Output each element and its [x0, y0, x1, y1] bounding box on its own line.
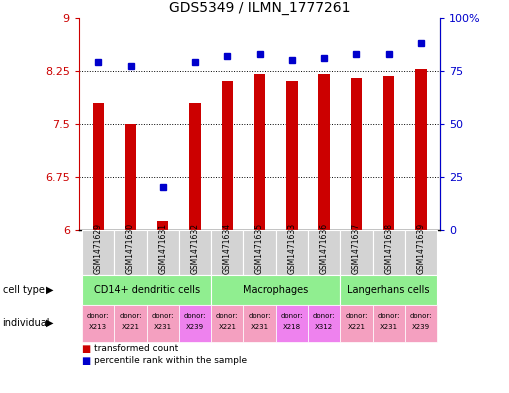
Text: GSM1471636: GSM1471636 [320, 222, 329, 274]
Text: GSM1471629: GSM1471629 [94, 222, 103, 274]
Bar [351, 78, 362, 230]
Bar [319, 74, 330, 230]
Text: individual: individual [3, 318, 50, 328]
Text: donor:: donor: [119, 313, 142, 319]
Text: ▶: ▶ [46, 318, 53, 328]
Title: GDS5349 / ILMN_1777261: GDS5349 / ILMN_1777261 [169, 1, 350, 15]
Text: X213: X213 [89, 324, 107, 330]
Text: donor:: donor: [345, 313, 367, 319]
Text: GSM1471630: GSM1471630 [126, 222, 135, 274]
Bar [189, 103, 201, 230]
Text: CD14+ dendritic cells: CD14+ dendritic cells [94, 285, 200, 295]
Text: X221: X221 [122, 324, 139, 330]
Text: Langerhans cells: Langerhans cells [348, 285, 430, 295]
Text: donor:: donor: [313, 313, 335, 319]
Text: ■: ■ [81, 356, 91, 366]
Text: X239: X239 [186, 324, 204, 330]
Text: donor:: donor: [248, 313, 271, 319]
Text: GSM1471639: GSM1471639 [416, 222, 426, 274]
Text: donor:: donor: [280, 313, 303, 319]
Bar [415, 69, 427, 230]
Text: GSM1471633: GSM1471633 [288, 222, 296, 274]
Bar [254, 74, 265, 230]
Text: X231: X231 [380, 324, 398, 330]
Text: GSM1471634: GSM1471634 [223, 222, 232, 274]
Text: Macrophages: Macrophages [243, 285, 308, 295]
Text: X231: X231 [250, 324, 269, 330]
Text: donor:: donor: [152, 313, 174, 319]
Text: GSM1471638: GSM1471638 [384, 222, 393, 274]
Text: X218: X218 [283, 324, 301, 330]
Text: donor:: donor: [410, 313, 432, 319]
Text: X221: X221 [347, 324, 365, 330]
Bar [125, 124, 136, 230]
Text: GSM1471631: GSM1471631 [158, 222, 167, 274]
Text: donor:: donor: [216, 313, 239, 319]
Bar [286, 81, 297, 230]
Text: X239: X239 [412, 324, 430, 330]
Text: GSM1471632: GSM1471632 [190, 222, 200, 274]
Text: ▶: ▶ [46, 285, 53, 295]
Text: X231: X231 [154, 324, 172, 330]
Text: X221: X221 [218, 324, 236, 330]
Text: percentile rank within the sample: percentile rank within the sample [94, 356, 247, 365]
Text: transformed count: transformed count [94, 345, 179, 353]
Text: GSM1471635: GSM1471635 [255, 222, 264, 274]
Text: X312: X312 [315, 324, 333, 330]
Text: GSM1471637: GSM1471637 [352, 222, 361, 274]
Bar [222, 81, 233, 230]
Text: donor:: donor: [377, 313, 400, 319]
Text: donor:: donor: [87, 313, 109, 319]
Bar [383, 76, 394, 230]
Text: ■: ■ [81, 344, 91, 354]
Text: cell type: cell type [3, 285, 44, 295]
Bar [93, 103, 104, 230]
Bar [157, 221, 168, 230]
Text: donor:: donor: [184, 313, 206, 319]
